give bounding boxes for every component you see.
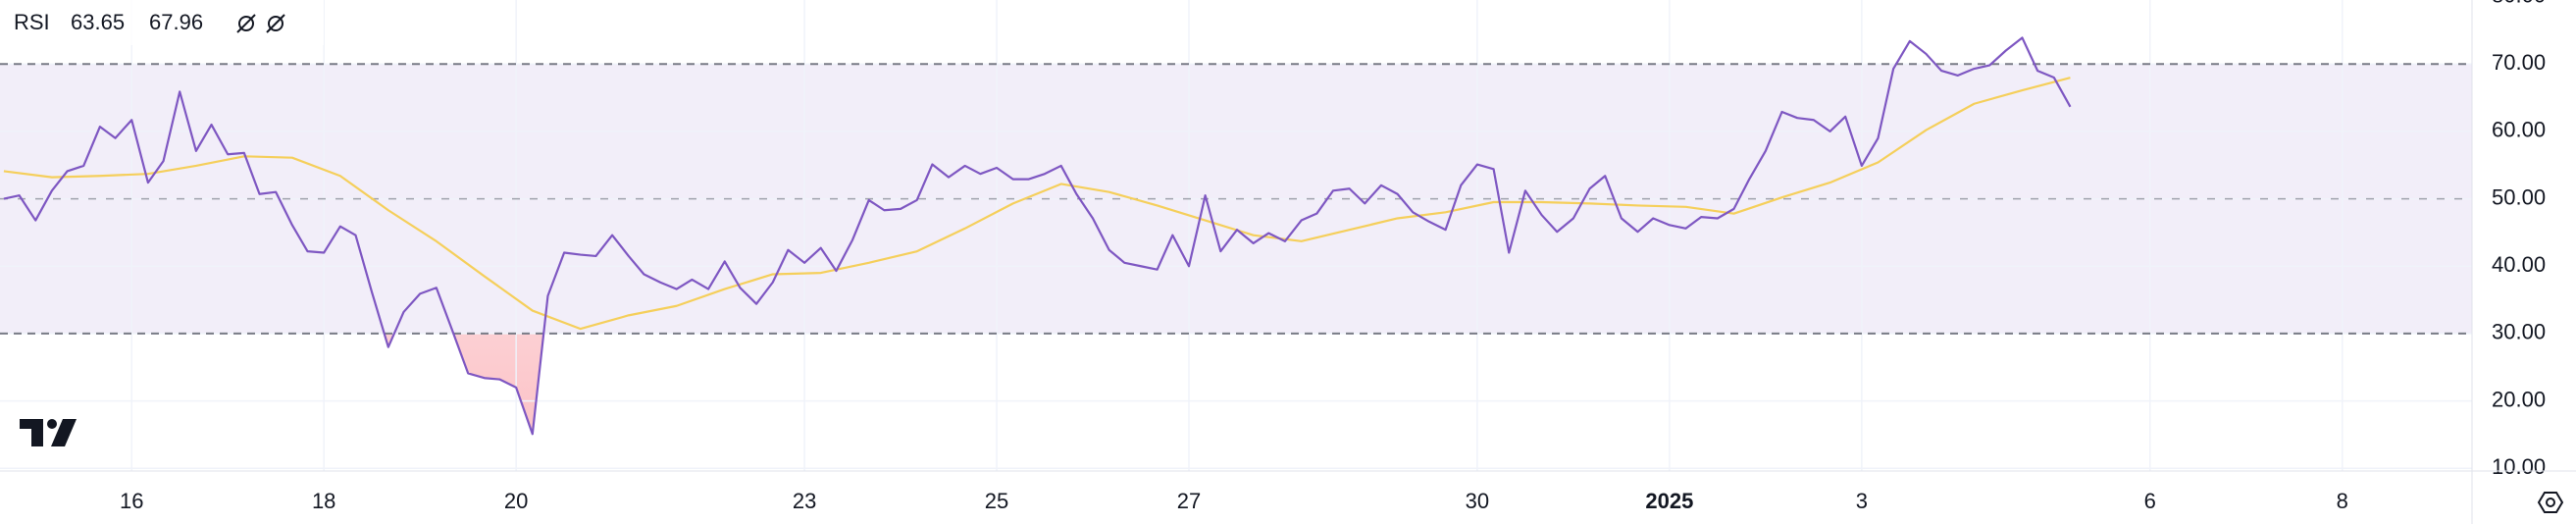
x-tick-label: 6 [2144,489,2156,513]
y-tick-label: 10.00 [2492,454,2546,479]
y-tick-label: 40.00 [2492,252,2546,277]
grid-layer [0,0,2472,471]
y-tick-label: 30.00 [2492,320,2546,344]
x-tick-label: 18 [312,489,335,513]
background-layer [0,64,2472,435]
x-tick-label: 8 [2337,489,2348,513]
rsi-line [3,36,2072,436]
legend-value: 67.96 [149,10,203,34]
labels-layer: 10.00 20.00 30.00 40.00 50.00 60.00 70.00 80.00… [120,0,2546,513]
y-tick-label: 50.00 [2492,184,2546,209]
tradingview-logo [20,419,77,446]
oversold-fill [384,333,544,435]
y-tick-label: 70.00 [2492,50,2546,75]
hide-icon[interactable] [236,14,256,33]
x-tick-label: 2025 [1645,489,1693,513]
x-tick-label: 3 [1856,489,1868,513]
x-tick-label: 30 [1466,489,1489,513]
chart-title: RSI [14,10,50,34]
y-tick-label: 20.00 [2492,387,2546,411]
y-tick-label: 80.00 [2492,0,2546,7]
settings-icon[interactable] [2537,492,2564,513]
legend-value: 63.65 [71,10,125,34]
x-tick-label: 16 [120,489,143,513]
hide-icon[interactable] [266,14,285,33]
x-tick-label: 25 [985,489,1008,513]
x-tick-label: 27 [1177,489,1201,513]
x-tick-label: 20 [504,489,528,513]
y-tick-label: 60.00 [2492,118,2546,142]
marks-layer [3,36,2072,436]
x-tick-label: 23 [793,489,816,513]
